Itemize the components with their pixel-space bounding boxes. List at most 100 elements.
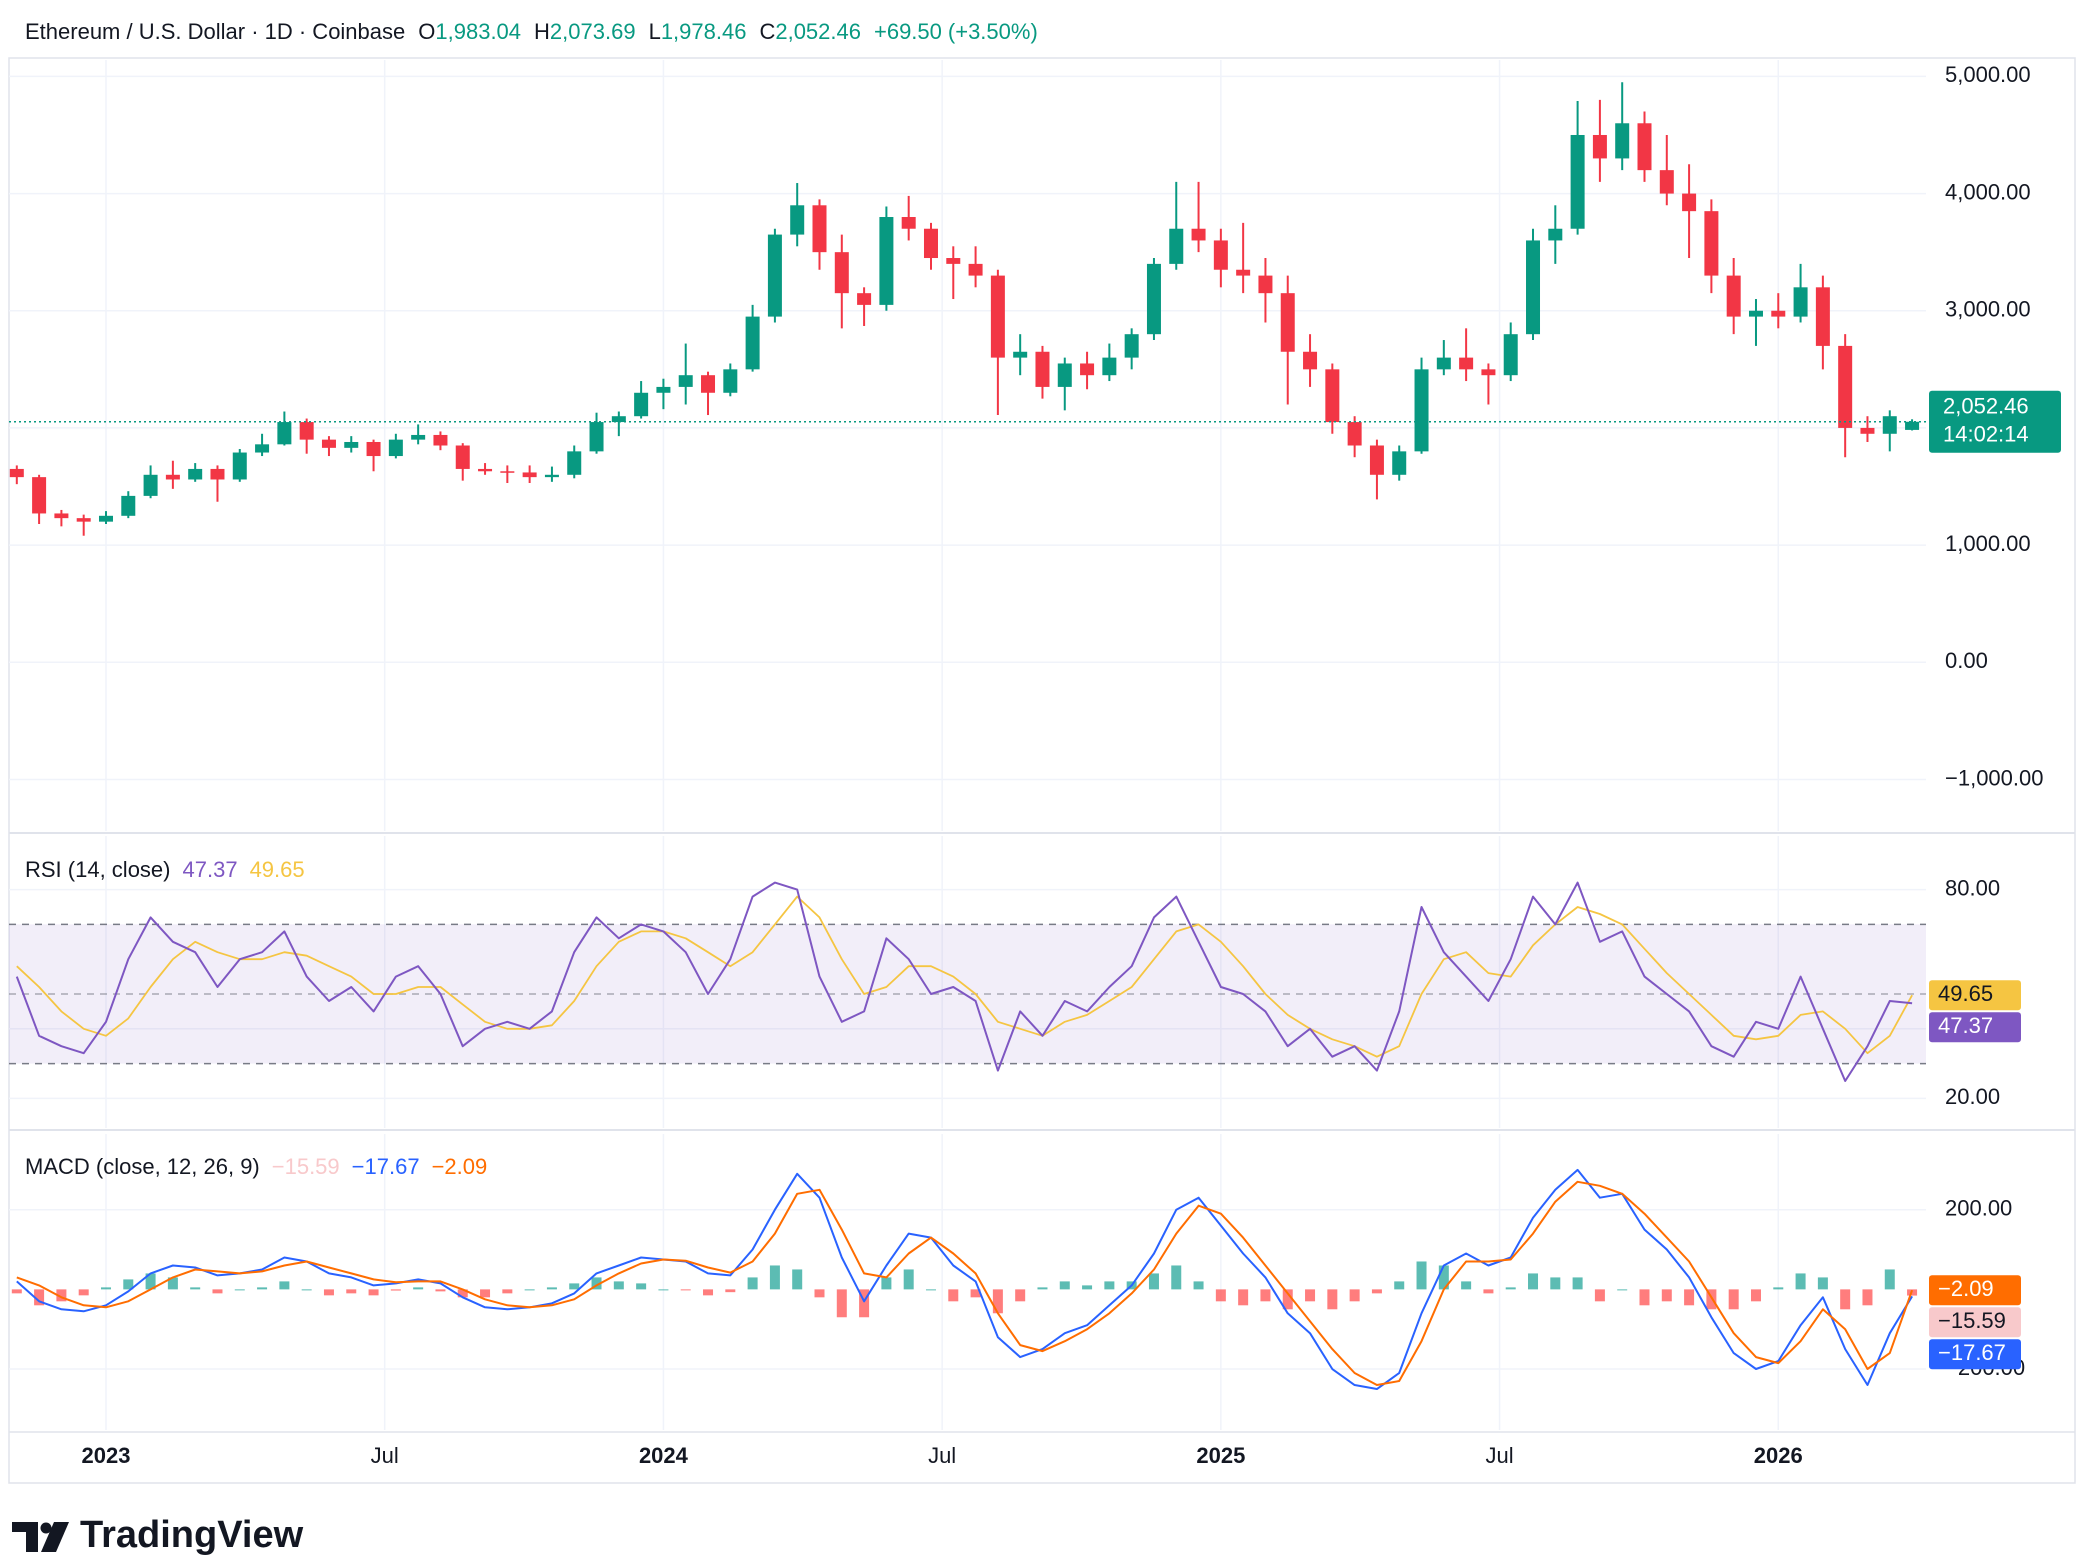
candle-body: [121, 495, 136, 516]
histogram-bar: [123, 1279, 134, 1290]
ohlc-value: 1,983.04: [435, 19, 521, 44]
histogram-bar: [680, 1289, 691, 1291]
histogram-bar: [792, 1269, 803, 1290]
ohlc-key: L: [649, 19, 661, 44]
candle-body: [455, 445, 470, 469]
rsi-line: [16, 895, 1913, 1058]
candle-body: [1303, 351, 1318, 370]
candle-body: [723, 369, 738, 393]
histogram-bar: [1305, 1289, 1316, 1302]
candle-body: [790, 205, 805, 235]
candle-body: [767, 234, 782, 317]
candle-body: [901, 217, 916, 229]
rsi-band-fill: [9, 924, 1926, 1064]
histogram-bar: [1282, 1289, 1293, 1310]
candle-body: [1213, 240, 1228, 270]
ohlc-value: 1,978.46: [661, 19, 747, 44]
x-tick-label: 2024: [639, 1443, 689, 1468]
logo-mark: [12, 1522, 38, 1552]
histogram-bar: [1148, 1273, 1159, 1290]
value-badge: [1929, 1307, 2021, 1338]
candle-body: [946, 258, 961, 264]
candle-body: [277, 422, 292, 445]
y-tick-label: 0.00: [1945, 648, 1988, 673]
histogram-bar: [992, 1289, 1003, 1314]
logo-mark: [41, 1522, 69, 1552]
candle-body: [1280, 293, 1295, 352]
candle-body: [478, 468, 493, 472]
histogram-bar: [1349, 1289, 1360, 1302]
ohlc-key: C: [759, 19, 775, 44]
candles: [9, 82, 1920, 536]
candle-body: [1436, 357, 1451, 370]
macd-legend: MACD (close, 12, 26, 9) −15.59 −17.67 −2.09: [25, 1154, 487, 1179]
brand-name: TradingView: [80, 1514, 304, 1556]
candle-body: [1169, 228, 1184, 264]
price-change-percent: (+3.50%): [948, 19, 1038, 44]
histogram-bar: [1795, 1273, 1806, 1290]
histogram-bar: [903, 1269, 914, 1290]
histogram-bar: [212, 1289, 223, 1294]
macd-line: [16, 1180, 1914, 1386]
candle-body: [1236, 269, 1251, 276]
macd-line: [16, 1168, 1913, 1390]
histogram-bar: [1082, 1285, 1093, 1290]
histogram-bar: [1327, 1289, 1338, 1310]
histogram-bar: [948, 1289, 959, 1302]
histogram-bar: [814, 1289, 825, 1298]
histogram-bar: [257, 1287, 268, 1290]
histogram-bar: [78, 1289, 89, 1296]
x-tick-label: Jul: [1486, 1443, 1514, 1468]
logo-mark: [40, 1522, 52, 1534]
candle-body: [1793, 287, 1808, 317]
histogram-bar: [1059, 1281, 1070, 1290]
candle-body: [567, 451, 582, 475]
candle-body: [1637, 123, 1652, 171]
candle-body: [1124, 334, 1139, 358]
candle-body: [1459, 357, 1474, 370]
histogram-bar: [1706, 1289, 1717, 1310]
rsi-value: 49.65: [250, 857, 305, 882]
candle-body: [366, 441, 381, 457]
histogram-bar: [145, 1273, 156, 1290]
candle-body: [1102, 357, 1117, 376]
rsi-value: 47.37: [183, 857, 238, 882]
histogram-bar: [524, 1289, 535, 1291]
candle-body: [1347, 422, 1362, 446]
histogram-bar: [1037, 1287, 1048, 1290]
candle-body: [1592, 134, 1607, 159]
histogram-bar: [56, 1289, 67, 1302]
candle-body: [1146, 263, 1161, 335]
candle-body: [1258, 275, 1273, 294]
histogram-bar: [1015, 1289, 1026, 1302]
candle-body: [834, 252, 849, 294]
candle-body: [411, 434, 426, 440]
y-tick-label: −1,000.00: [1945, 765, 2043, 790]
candle-body: [634, 392, 649, 417]
ohlc-key: H: [534, 19, 550, 44]
price-countdown: 14:02:14: [1943, 422, 2029, 447]
histogram-bar: [658, 1289, 669, 1291]
price-badge-value: 2,052.46: [1943, 394, 2029, 419]
histogram-bar: [502, 1289, 513, 1294]
histogram-bar: [881, 1277, 892, 1290]
candle-body: [923, 228, 938, 259]
candle-body: [1838, 345, 1853, 428]
candle-body: [500, 471, 515, 473]
value-badge: [1929, 980, 2021, 1011]
candle-body: [232, 452, 247, 480]
price-change: +69.50: [874, 19, 942, 44]
histogram-bar: [11, 1289, 22, 1294]
chart-frame: [8, 57, 2076, 1484]
histogram-bar: [435, 1289, 446, 1292]
rsi-line: [15, 881, 1913, 1082]
candle-body: [1503, 334, 1518, 376]
histogram-bar: [1594, 1289, 1605, 1302]
rsi-legend: RSI (14, close) 47.37 49.65: [25, 857, 305, 882]
candle-body: [76, 518, 91, 522]
y-tick-label: 20.00: [1945, 1084, 2000, 1109]
value-badge: [1929, 1339, 2021, 1370]
macd-value: −2.09: [432, 1154, 488, 1179]
candle-body: [1526, 240, 1541, 335]
